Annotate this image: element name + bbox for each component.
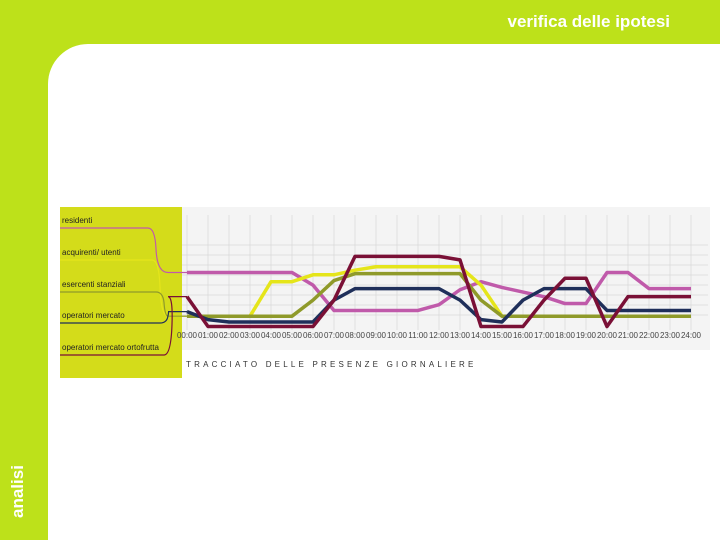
x-tick-label: 22:00 xyxy=(639,331,660,340)
x-tick-label: 24:00 xyxy=(681,331,702,340)
chart-caption: TRACCIATO DELLE PRESENZE GIORNALIERE xyxy=(186,360,477,369)
legend-label: acquirenti/ utenti xyxy=(62,248,121,257)
series-line xyxy=(186,286,691,324)
x-tick-label: 20:00 xyxy=(597,331,618,340)
x-tick-label: 08:00 xyxy=(345,331,366,340)
x-tick-label: 13:00 xyxy=(450,331,471,340)
x-tick-label: 23:00 xyxy=(660,331,681,340)
x-tick-label: 07:00 xyxy=(324,331,345,340)
legend-leader xyxy=(60,259,187,317)
x-tick-label: 00:00 xyxy=(177,331,198,340)
x-tick-label: 01:00 xyxy=(198,331,219,340)
legend-label: esercenti stanziali xyxy=(62,280,126,289)
x-tick-label: 16:00 xyxy=(513,331,534,340)
x-tick-label: 14:00 xyxy=(471,331,492,340)
x-tick-label: 05:00 xyxy=(282,331,303,340)
slide-title: verifica delle ipotesi xyxy=(507,12,670,31)
x-tick-label: 04:00 xyxy=(261,331,282,340)
x-tick-label: 12:00 xyxy=(429,331,450,340)
legend-leader xyxy=(60,296,187,356)
series-line xyxy=(187,270,691,313)
x-tick-label: 17:00 xyxy=(534,331,555,340)
x-tick-label: 21:00 xyxy=(618,331,639,340)
x-tick-label: 09:00 xyxy=(366,331,387,340)
x-tick-label: 19:00 xyxy=(576,331,597,340)
x-tick-label: 02:00 xyxy=(219,331,240,340)
x-tick-label: 03:00 xyxy=(240,331,261,340)
series-line xyxy=(187,271,691,318)
legend-label: residenti xyxy=(62,216,92,225)
x-tick-label: 18:00 xyxy=(555,331,576,340)
x-tick-label: 11:00 xyxy=(408,331,428,340)
x-tick-label: 10:00 xyxy=(387,331,408,340)
x-tick-label: 15:00 xyxy=(492,331,513,340)
legend-leader xyxy=(60,311,187,324)
legend-leader xyxy=(60,291,187,317)
legend-label: operatori mercato ortofrutta xyxy=(62,343,159,352)
series-line xyxy=(185,254,691,329)
legend-label: operatori mercato xyxy=(62,311,125,320)
legend-leader xyxy=(60,227,187,274)
x-tick-label: 06:00 xyxy=(303,331,324,340)
